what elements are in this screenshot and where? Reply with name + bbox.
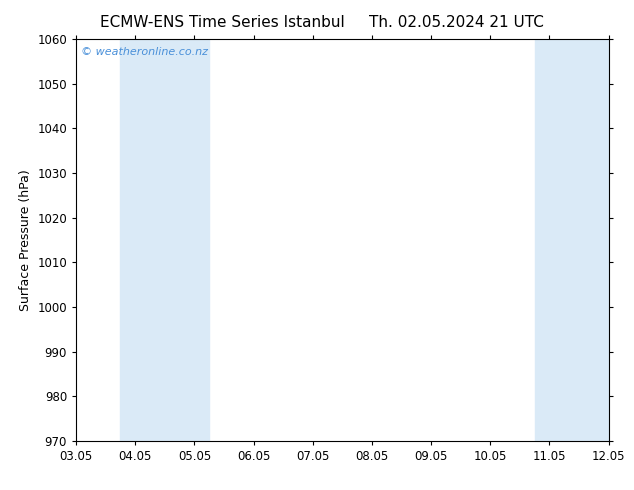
Bar [165,39,209,441]
Y-axis label: Surface Pressure (hPa): Surface Pressure (hPa) [19,169,32,311]
Bar [120,39,165,441]
Text: ECMW-ENS Time Series Istanbul: ECMW-ENS Time Series Istanbul [100,15,344,30]
Text: © weatheronline.co.nz: © weatheronline.co.nz [81,47,209,57]
Bar [534,39,579,441]
Text: Th. 02.05.2024 21 UTC: Th. 02.05.2024 21 UTC [369,15,544,30]
Bar [579,39,623,441]
